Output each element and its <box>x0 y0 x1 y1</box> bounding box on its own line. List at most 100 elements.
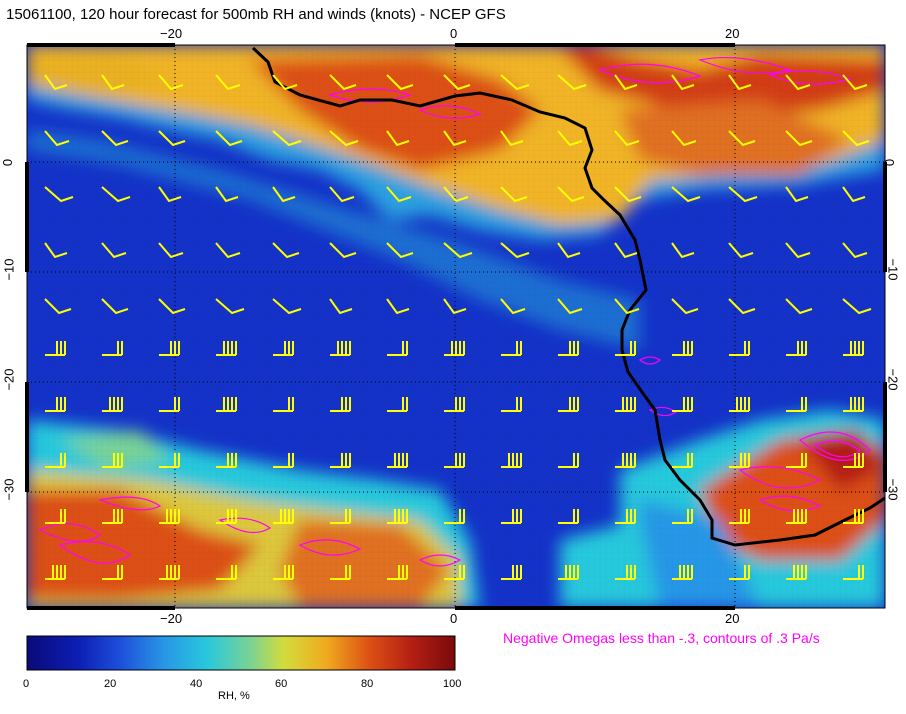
wind-barb <box>329 130 359 147</box>
wind-barb <box>729 453 750 468</box>
wind-barb <box>158 130 186 147</box>
wind-barb <box>158 186 182 203</box>
wind-barb <box>785 130 813 147</box>
wind-barb <box>786 397 807 412</box>
wind-barb <box>842 298 872 315</box>
lat-label-left-20: −20 <box>1 368 17 391</box>
wind-barb <box>44 74 68 91</box>
wind-barb <box>614 74 638 91</box>
wind-barb <box>45 341 66 356</box>
wind-barb <box>444 453 465 468</box>
wind-barb <box>558 509 579 524</box>
wind-barb <box>273 509 294 524</box>
wind-barb <box>729 509 750 524</box>
wind-barb <box>329 298 353 315</box>
wind-barb <box>45 453 66 468</box>
wind-barb <box>842 130 870 147</box>
wind-barb <box>672 565 693 580</box>
wind-barb <box>101 130 129 147</box>
wind-barb <box>614 186 642 203</box>
wind-barb <box>387 341 408 356</box>
wind-barb <box>387 509 408 524</box>
frame-ticks <box>25 43 887 610</box>
wind-barb <box>842 74 868 91</box>
wind-barb <box>443 74 471 91</box>
wind-barb <box>102 565 123 580</box>
wind-barb <box>44 186 74 203</box>
wind-barb <box>615 453 636 468</box>
wind-barb <box>671 186 701 203</box>
wind-barb <box>443 186 469 203</box>
wind-barb <box>500 74 530 91</box>
wind-barb <box>842 186 866 203</box>
colorbar-tick-60: 60 <box>275 678 288 690</box>
wind-barb <box>101 186 131 203</box>
chart-title: 15061100, 120 hour forecast for 500mb RH… <box>6 6 506 23</box>
wind-barb <box>501 509 522 524</box>
wind-barb <box>330 341 351 356</box>
lon-label-bottom-w20: −20 <box>160 611 183 626</box>
wind-barb <box>273 453 294 468</box>
wind-barb <box>272 298 302 315</box>
wind-barb <box>728 74 752 91</box>
wind-barb <box>557 74 587 91</box>
wind-barb <box>273 397 294 412</box>
wind-barb <box>615 341 636 356</box>
wind-barb <box>785 74 811 91</box>
wind-barb <box>671 74 695 91</box>
wind-barb <box>216 397 237 412</box>
colorbar-tick-40: 40 <box>190 678 203 690</box>
wind-barb <box>273 565 294 580</box>
wind-barb <box>216 453 237 468</box>
wind-barb <box>500 130 524 147</box>
graticule <box>27 45 885 608</box>
wind-barb <box>728 298 756 315</box>
wind-barb <box>158 298 186 315</box>
wind-barb <box>215 186 239 203</box>
wind-barb <box>672 509 693 524</box>
lon-label-top-w20: −20 <box>160 26 183 41</box>
wind-barb <box>614 130 640 147</box>
wind-barb <box>615 509 636 524</box>
lon-label-top-e20: 20 <box>725 26 740 41</box>
wind-barb <box>443 242 473 259</box>
wind-barb <box>158 74 184 91</box>
wind-barb <box>272 130 302 147</box>
wind-barb <box>159 453 180 468</box>
wind-barb <box>728 242 754 259</box>
wind-barb <box>159 341 180 356</box>
wind-barb <box>159 565 180 580</box>
wind-barb <box>387 565 408 580</box>
wind-barb <box>501 453 522 468</box>
wind-barb <box>501 397 522 412</box>
colorbar-tick-0: 0 <box>23 678 30 690</box>
wind-barb <box>159 509 180 524</box>
wind-barb <box>728 186 758 203</box>
wind-barb <box>786 453 807 468</box>
wind-barb <box>444 509 465 524</box>
lon-label-bottom-e20: 20 <box>725 611 740 626</box>
wind-barb <box>558 453 579 468</box>
wind-barb <box>45 565 66 580</box>
wind-barb <box>557 186 585 203</box>
wind-barb <box>272 74 298 91</box>
wind-barb <box>443 130 467 147</box>
wind-barb <box>44 242 68 259</box>
wind-barb <box>729 397 750 412</box>
wind-barb <box>273 341 294 356</box>
wind-barb <box>671 298 699 315</box>
wind-barb <box>558 565 579 580</box>
wind-barb <box>102 509 123 524</box>
wind-barb <box>786 341 807 356</box>
lat-label-left-0: 0 <box>0 158 16 167</box>
wind-barb <box>614 242 638 259</box>
wind-barb <box>558 341 579 356</box>
lon-label-top-0: 0 <box>450 26 458 41</box>
wind-barb <box>557 130 583 147</box>
wind-barb <box>842 242 868 259</box>
wind-barb <box>216 565 237 580</box>
wind-barb <box>615 397 636 412</box>
wind-barb <box>272 242 300 259</box>
wind-barb <box>557 298 583 315</box>
wind-barb <box>614 298 640 315</box>
